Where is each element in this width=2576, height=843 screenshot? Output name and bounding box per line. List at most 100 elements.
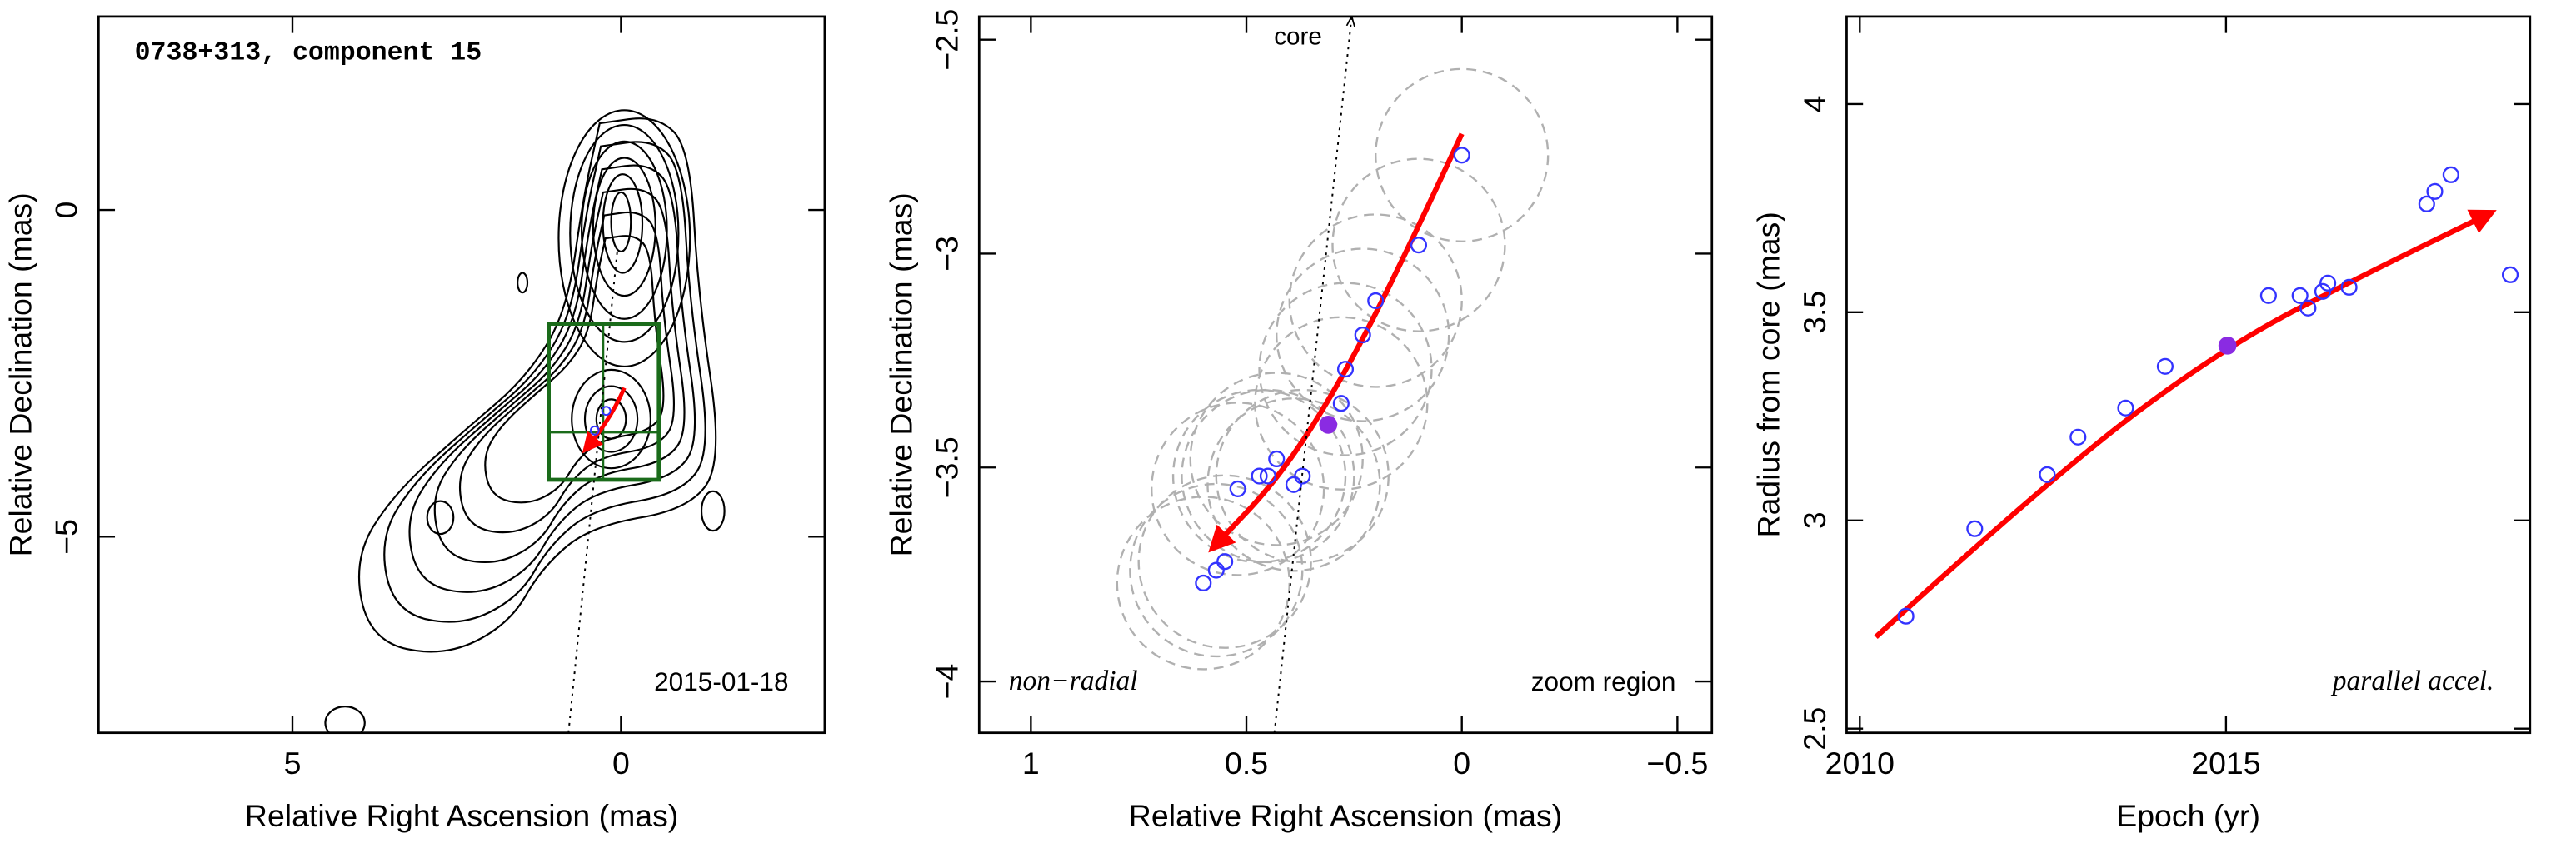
point [2340,278,2358,296]
y-tick-label: −2.5 [930,9,965,71]
contour [700,490,726,532]
annotation: 2015-01-18 [654,666,788,696]
point [1216,553,1234,571]
point [2418,195,2435,212]
y-tick-label: −3 [930,236,965,272]
point [1897,607,1915,625]
point [2291,287,2309,304]
contour [610,191,632,252]
x-tick-label: 5 [284,746,302,781]
core-direction [1273,18,1352,733]
uncertainty-circle [1288,213,1463,388]
contour [324,706,366,733]
annotation: non−radial [1009,666,1138,696]
fit-arrow [1874,209,2497,640]
x-axis-label: Relative Right Ascension (mas) [245,798,678,833]
y-tick-label: −3.5 [930,436,965,498]
x-tick-label: 2010 [1825,746,1895,781]
y-tick-label: −5 [49,519,84,555]
contour [557,109,691,368]
uncertainty-circle [1137,474,1312,649]
x-tick-label: −0.5 [1646,746,1708,781]
y-tick-label: 3 [1797,511,1832,529]
motion-arrow [582,387,627,454]
x-tick-label: 1 [1022,746,1040,781]
contour [357,117,717,653]
point [2501,266,2519,283]
point [1251,467,1268,485]
contour [484,235,665,504]
contour [571,368,651,470]
plot-area [1116,67,1550,671]
point [1207,561,1225,579]
y-tick-label: 3.5 [1797,291,1832,334]
point [1195,574,1212,591]
contour [426,500,455,536]
point [1268,450,1286,468]
uncertainty-circle [1181,388,1355,564]
point [1367,292,1385,310]
point-current [1319,416,1338,434]
point [1336,361,1355,378]
y-tick-label: 4 [1797,95,1832,112]
zoom-box [547,322,661,482]
plot-frame [1845,15,2532,735]
uncertainty-circle [1276,247,1450,422]
annotation: zoom region [1531,666,1676,696]
x-tick-label: 0 [612,746,630,781]
uncertainty-circle [1215,388,1390,564]
plot-frame [977,15,1714,735]
y-axis-label: Relative Declination (mas) [2,192,37,556]
uncertainty-circle [1331,157,1506,332]
point [1410,237,1428,254]
contour-map [324,109,726,733]
point [601,406,612,417]
point [2319,274,2337,292]
x-axis-label: Epoch (yr) [2116,798,2260,833]
y-axis-label: Relative Declination (mas) [883,192,918,556]
point [2299,299,2317,317]
contour [583,385,639,453]
contour [595,398,627,440]
contour [517,272,529,294]
point-current [2218,336,2237,355]
point [1229,480,1246,497]
point [1285,476,1302,493]
contour [569,123,680,343]
fit-arrow [1208,132,1465,553]
x-axis-label: Relative Right Ascension (mas) [1129,798,1562,833]
point [1354,326,1371,344]
uncertainty-circle [1151,402,1325,576]
plot-area [1874,166,2519,640]
point [1453,147,1470,164]
y-tick-label: 0 [49,202,84,219]
y-axis-label: Radius from core (mas) [1751,212,1786,537]
uncertainty-circle [1189,372,1364,546]
point [2117,399,2134,417]
x-tick-label: 0 [1453,746,1470,781]
uncertainty-circle [1171,388,1347,564]
x-tick-label: 0.5 [1225,746,1268,781]
contour [580,140,668,320]
point [2314,282,2332,300]
annotation: parallel accel. [2331,666,2494,696]
uncertainty-circle [1129,482,1304,658]
uncertainty-circle [1254,316,1429,491]
uncertainty-circle [1375,67,1550,242]
point [589,425,600,436]
panel-title: 0738+313, component 15 [135,39,482,68]
point [2426,182,2444,200]
x-tick-label: 2015 [2191,746,2260,781]
point [2442,166,2459,183]
core-label: core [1274,22,1322,50]
point [2069,428,2087,446]
y-tick-label: 2.5 [1797,707,1832,751]
point [1966,520,1984,537]
point [1294,467,1311,485]
uncertainty-circle [1116,496,1290,671]
contour [458,211,676,534]
y-tick-label: −4 [930,664,965,700]
point [2156,357,2174,375]
point [1332,395,1350,412]
